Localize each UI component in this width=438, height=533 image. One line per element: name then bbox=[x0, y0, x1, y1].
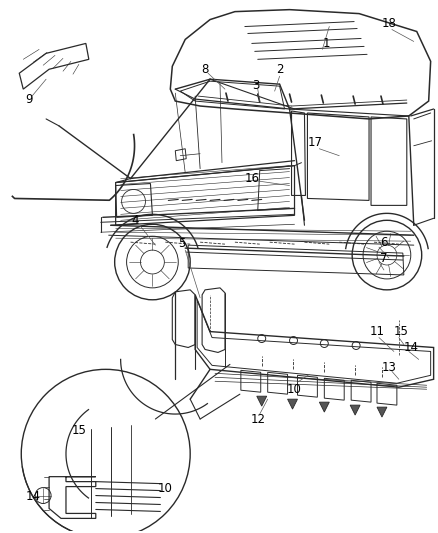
Text: 11: 11 bbox=[370, 325, 385, 338]
Text: 7: 7 bbox=[380, 252, 388, 264]
Text: 14: 14 bbox=[403, 341, 418, 354]
Text: 4: 4 bbox=[132, 214, 139, 227]
Text: 1: 1 bbox=[322, 37, 330, 50]
Text: 6: 6 bbox=[380, 236, 388, 249]
Polygon shape bbox=[377, 407, 387, 417]
Polygon shape bbox=[350, 405, 360, 415]
Text: 12: 12 bbox=[250, 413, 265, 425]
Text: 8: 8 bbox=[201, 63, 209, 76]
Text: 16: 16 bbox=[244, 172, 259, 185]
Text: 10: 10 bbox=[158, 482, 173, 495]
Text: 2: 2 bbox=[276, 63, 283, 76]
Text: 3: 3 bbox=[252, 79, 259, 92]
Text: 15: 15 bbox=[393, 325, 408, 338]
Polygon shape bbox=[319, 402, 329, 412]
Text: 18: 18 bbox=[381, 17, 396, 30]
Polygon shape bbox=[257, 396, 267, 406]
Text: 14: 14 bbox=[26, 490, 41, 503]
Text: 17: 17 bbox=[308, 136, 323, 149]
Text: 13: 13 bbox=[381, 361, 396, 374]
Text: 10: 10 bbox=[287, 383, 302, 395]
Text: 15: 15 bbox=[71, 424, 86, 438]
Polygon shape bbox=[288, 399, 297, 409]
Text: 9: 9 bbox=[25, 93, 33, 106]
Text: 5: 5 bbox=[179, 237, 186, 249]
